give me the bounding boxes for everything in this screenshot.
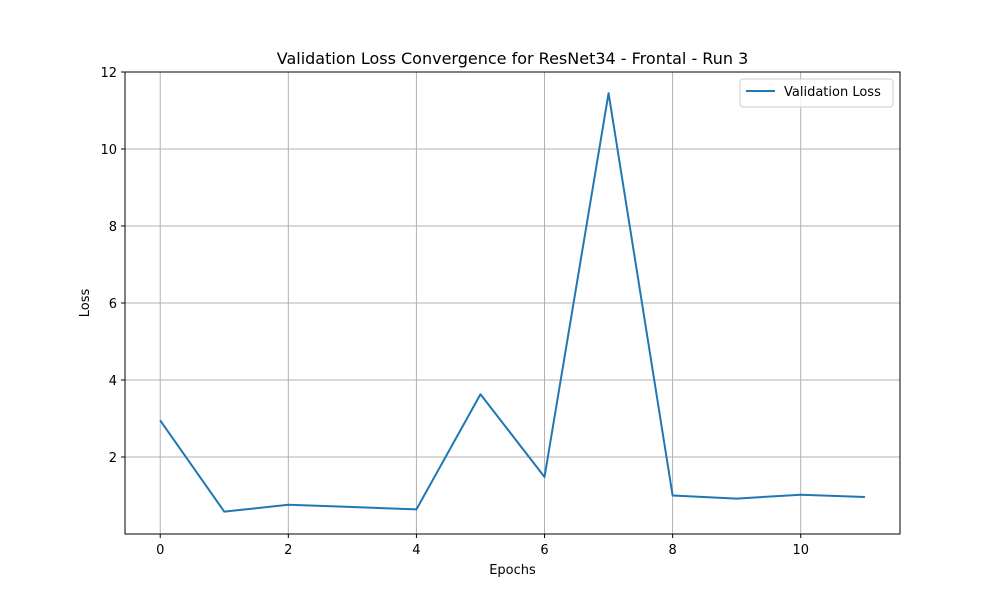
data-point bbox=[864, 496, 866, 498]
data-point bbox=[800, 494, 802, 496]
legend-box bbox=[739, 78, 894, 108]
data-point bbox=[544, 476, 546, 478]
x-axis-label: Epochs bbox=[489, 563, 536, 578]
data-point bbox=[159, 419, 161, 421]
y-tick-label: 4 bbox=[109, 374, 117, 389]
x-tick-label: 2 bbox=[284, 543, 292, 558]
x-tick-label: 6 bbox=[540, 543, 548, 558]
data-point bbox=[608, 92, 610, 94]
data-point bbox=[415, 508, 417, 510]
series-line-validation-loss bbox=[159, 92, 865, 513]
axis-ticks: 0 2 4 6 8 10 2 4 6 8 10 12 bbox=[100, 66, 809, 558]
y-tick-label: 12 bbox=[100, 66, 117, 81]
y-tick-label: 10 bbox=[100, 143, 117, 158]
data-point bbox=[287, 504, 289, 506]
data-point bbox=[223, 511, 225, 513]
chart-title: Validation Loss Convergence for ResNet34… bbox=[277, 49, 749, 68]
series-lines bbox=[159, 92, 866, 513]
x-tick-label: 0 bbox=[156, 543, 164, 558]
y-axis-label: Loss bbox=[78, 289, 93, 318]
y-tick-label: 8 bbox=[109, 220, 117, 235]
x-tick-label: 10 bbox=[792, 543, 809, 558]
data-point bbox=[351, 506, 353, 508]
legend: Validation Loss bbox=[739, 78, 894, 108]
data-point bbox=[736, 498, 738, 500]
legend-label-validation-loss: Validation Loss bbox=[784, 85, 881, 100]
grid-lines bbox=[125, 71, 900, 534]
y-tick-label: 6 bbox=[109, 297, 117, 312]
x-tick-label: 4 bbox=[412, 543, 420, 558]
x-tick-label: 8 bbox=[668, 543, 676, 558]
y-tick-label: 2 bbox=[109, 451, 117, 466]
data-point bbox=[672, 495, 674, 496]
data-point bbox=[479, 393, 481, 395]
